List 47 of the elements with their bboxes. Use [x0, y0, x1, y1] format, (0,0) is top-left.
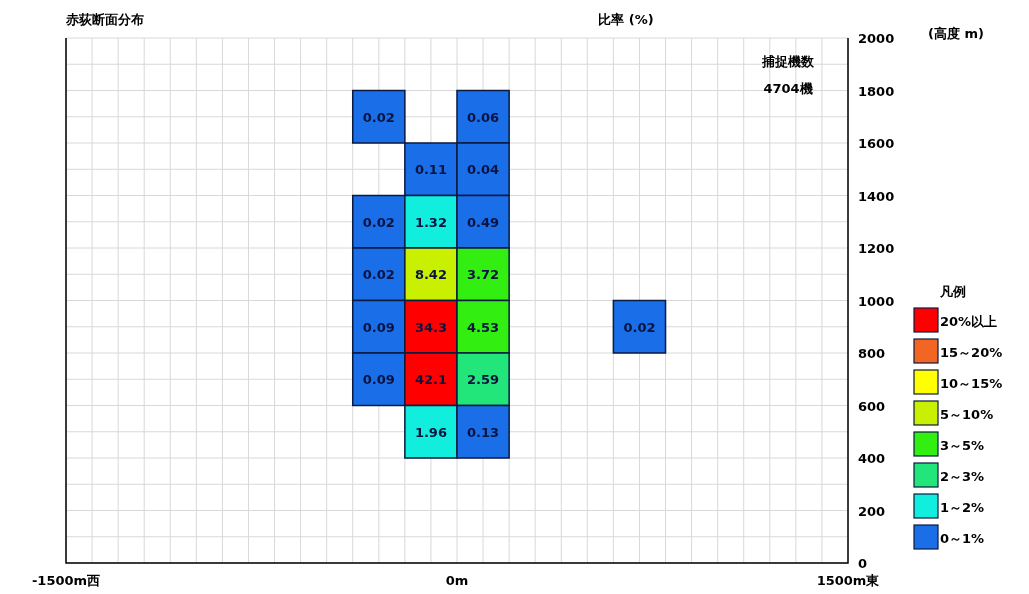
y-tick-label: 400: [858, 451, 886, 466]
data-label: 0.02: [362, 109, 395, 125]
y-tick-label: 800: [858, 346, 886, 361]
data-label: 4.53: [467, 319, 500, 335]
chart-subtitle: 比率 (%): [598, 12, 654, 27]
annotation: 捕捉機数: [761, 54, 815, 69]
x-tick-label: 1500m東: [816, 573, 881, 588]
y-tick-label: 1000: [858, 293, 895, 309]
x-tick-label: -1500m西: [31, 573, 101, 588]
data-label: 1.96: [414, 424, 447, 440]
legend-title: 凡例: [939, 284, 966, 299]
data-label: 0.02: [623, 319, 656, 335]
legend-label: 5～10%: [940, 407, 994, 422]
data-label: 1.32: [414, 214, 447, 230]
annotation: 4704機: [763, 81, 813, 96]
legend-label: 0～1%: [940, 531, 985, 546]
legend-label: 15～20%: [940, 345, 1003, 360]
data-label: 34.3: [414, 319, 447, 335]
legend-label: 1～2%: [940, 500, 985, 515]
y-tick-label: 0: [858, 556, 868, 571]
data-label: 8.42: [414, 267, 447, 283]
x-tick-label: 0m: [445, 573, 469, 588]
y-tick-label: 1200: [858, 241, 895, 256]
data-label: 42.1: [414, 372, 447, 388]
data-label: 0.09: [362, 372, 395, 388]
y-tick-label: 600: [858, 398, 886, 414]
y-tick-label: 1600: [858, 136, 895, 151]
data-label: 0.13: [467, 424, 500, 440]
data-label: 0.09: [362, 319, 395, 335]
data-label: 0.11: [414, 162, 447, 178]
y-tick-label: 1800: [858, 83, 895, 99]
chart-title: 赤荻断面分布: [65, 12, 144, 27]
legend-label: 3～5%: [940, 438, 985, 453]
y-tick-label: 200: [858, 503, 886, 519]
legend-label: 20%以上: [940, 314, 998, 329]
y-tick-label: 2000: [858, 31, 895, 46]
y-tick-label: 1400: [858, 188, 895, 204]
data-label: 0.49: [467, 214, 500, 230]
data-label: 0.06: [467, 109, 500, 125]
data-label: 2.59: [467, 372, 500, 388]
y-axis-title: (高度 m): [928, 26, 984, 41]
legend-label: 10～15%: [940, 376, 1003, 391]
data-label: 0.02: [362, 214, 395, 230]
legend-label: 2～3%: [940, 469, 985, 484]
data-label: 0.02: [362, 267, 395, 283]
data-label: 0.04: [467, 162, 500, 178]
data-label: 3.72: [467, 267, 500, 283]
